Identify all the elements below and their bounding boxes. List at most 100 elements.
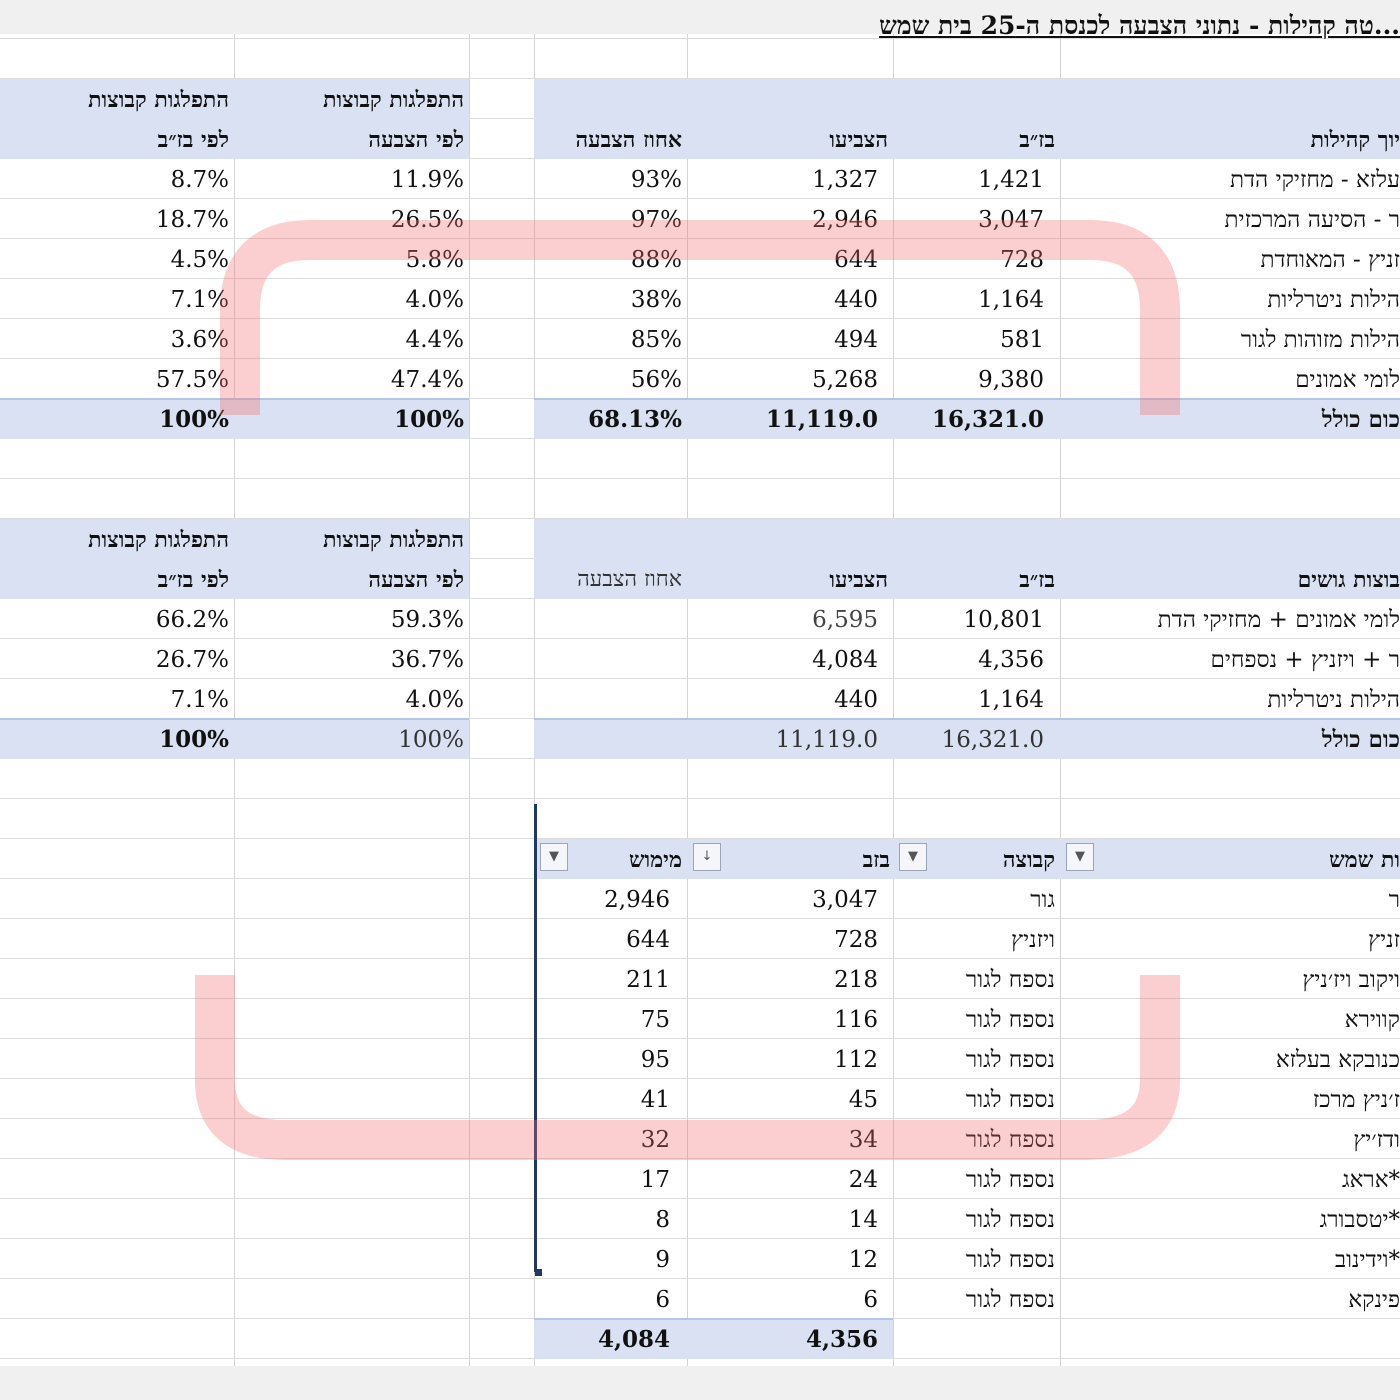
total-eligible[interactable]: 16,321.0 [941, 727, 1044, 753]
header-eligible[interactable]: בזב [862, 847, 890, 873]
cell-actual[interactable]: 8 [655, 1207, 670, 1233]
cell-voted[interactable]: 5,268 [812, 367, 878, 393]
cell-eligible[interactable]: 12 [848, 1247, 878, 1273]
total-dist-elig[interactable]: 100% [159, 406, 229, 433]
cell-group[interactable]: נספח לגור [965, 967, 1055, 993]
cell-group[interactable]: לומי אמונים + מחזיקי הדת [1157, 607, 1400, 633]
cell-community[interactable]: ר - הסיעה המרכזית [1224, 207, 1400, 233]
cell-eligible[interactable]: 1,164 [978, 687, 1044, 713]
cell-voted[interactable]: 4,084 [812, 647, 878, 673]
cell-name[interactable]: ודז׳יץ [1353, 1127, 1400, 1153]
cell-name[interactable]: ז׳ניץ מרכז [1312, 1087, 1400, 1113]
cell-voted[interactable]: 440 [834, 687, 878, 713]
cell-voted[interactable]: 440 [834, 287, 878, 313]
header-eligible[interactable]: בז״ב [1019, 567, 1055, 593]
cell-eligible[interactable]: 1,164 [978, 287, 1044, 313]
total-label[interactable]: כום כולל [1321, 406, 1400, 433]
cell-name[interactable]: זניץ [1368, 927, 1400, 953]
header-voted[interactable]: הצביעו [829, 127, 888, 153]
cell-group[interactable]: ר + ויזניץ + נספחים [1210, 647, 1400, 673]
total-eligible[interactable]: 4,356 [805, 1326, 878, 1353]
cell-group[interactable]: נספח לגור [965, 1127, 1055, 1153]
header-turnout[interactable]: אחוז הצבעה [577, 567, 682, 592]
cell-dist-vote[interactable]: 59.3% [390, 607, 464, 633]
cell-group[interactable]: גור [1030, 887, 1055, 913]
header-dist-elig[interactable]: התפלגות קבוצות [88, 87, 229, 113]
cell-dist-elig[interactable]: 18.7% [155, 207, 229, 233]
header-dist-elig[interactable]: לפי בז״ב [157, 127, 229, 153]
chevron-down-icon[interactable]: ▼ [540, 843, 568, 871]
cell-eligible[interactable]: 1,421 [978, 167, 1044, 193]
cell-dist-elig[interactable]: 66.2% [155, 607, 229, 633]
cell-community[interactable]: הילות מזוהות לגור [1240, 327, 1400, 353]
header-actual[interactable]: מימוש [628, 847, 682, 873]
cell-turnout[interactable]: 38% [630, 287, 682, 313]
cell-actual[interactable]: 6 [655, 1287, 670, 1313]
cell-actual[interactable]: 41 [640, 1087, 670, 1113]
cell-dist-vote[interactable]: 4.0% [405, 287, 464, 313]
cell-group[interactable]: נספח לגור [965, 1087, 1055, 1113]
total-turnout[interactable]: 68.13% [588, 406, 682, 433]
cell-turnout[interactable]: 88% [630, 247, 682, 273]
cell-actual[interactable]: 2,946 [604, 887, 670, 913]
cell-turnout[interactable]: 85% [630, 327, 682, 353]
cell-actual[interactable]: 644 [626, 927, 670, 953]
cell-eligible[interactable]: 581 [1000, 327, 1044, 353]
cell-dist-elig[interactable]: 57.5% [155, 367, 229, 393]
header-dist-vote[interactable]: לפי הצבעה [368, 127, 464, 153]
cell-turnout[interactable]: 56% [630, 367, 682, 393]
cell-actual[interactable]: 17 [640, 1167, 670, 1193]
cell-turnout[interactable]: 97% [630, 207, 682, 233]
cell-eligible[interactable]: 3,047 [978, 207, 1044, 233]
fill-handle[interactable] [535, 1269, 542, 1276]
cell-name[interactable]: פינקא [1348, 1287, 1400, 1313]
cell-group[interactable]: ויזניץ [1011, 927, 1055, 953]
total-voted[interactable]: 11,119.0 [765, 406, 878, 433]
cell-eligible[interactable]: 728 [834, 927, 878, 953]
cell-eligible[interactable]: 14 [848, 1207, 878, 1233]
cell-eligible[interactable]: 24 [848, 1167, 878, 1193]
header-dist-vote[interactable]: התפלגות קבוצות [323, 87, 464, 113]
spreadsheet-grid[interactable] [0, 34, 1400, 1366]
header-dist-vote[interactable]: לפי הצבעה [368, 567, 464, 593]
cell-dist-elig[interactable]: 26.7% [155, 647, 229, 673]
cell-name[interactable]: *וידינוב [1335, 1247, 1400, 1273]
cell-dist-vote[interactable]: 4.0% [405, 687, 464, 713]
cell-name[interactable]: *אראג [1342, 1167, 1400, 1193]
cell-community[interactable]: הילות ניטרליות [1267, 287, 1400, 313]
cell-eligible[interactable]: 10,801 [963, 607, 1044, 633]
total-dist-vote[interactable]: 100% [394, 406, 464, 433]
cell-dist-elig[interactable]: 7.1% [170, 687, 229, 713]
cell-group[interactable]: נספח לגור [965, 1167, 1055, 1193]
cell-eligible[interactable]: 3,047 [812, 887, 878, 913]
cell-actual[interactable]: 75 [640, 1007, 670, 1033]
cell-actual[interactable]: 32 [640, 1127, 670, 1153]
cell-name[interactable]: ויקוב ויז׳ניץ [1302, 967, 1400, 993]
cell-group[interactable]: נספח לגור [965, 1007, 1055, 1033]
sort-descending-icon[interactable]: ↓ [693, 843, 721, 871]
cell-name[interactable]: ר [1388, 887, 1400, 913]
cell-voted[interactable]: 1,327 [812, 167, 878, 193]
cell-turnout[interactable]: 93% [630, 167, 682, 193]
cell-dist-elig[interactable]: 7.1% [170, 287, 229, 313]
header-voted[interactable]: הצביעו [829, 567, 888, 593]
header-turnout[interactable]: אחוז הצבעה [575, 127, 682, 153]
cell-group[interactable]: הילות ניטרליות [1267, 687, 1400, 713]
total-dist-elig[interactable]: 100% [159, 726, 229, 753]
cell-voted[interactable]: 6,595 [812, 607, 878, 633]
cell-dist-vote[interactable]: 5.8% [405, 247, 464, 273]
cell-dist-vote[interactable]: 36.7% [390, 647, 464, 673]
header-community[interactable]: יוך קהילות [1310, 127, 1400, 153]
cell-dist-vote[interactable]: 47.4% [390, 367, 464, 393]
cell-voted[interactable]: 2,946 [812, 207, 878, 233]
cell-eligible[interactable]: 4,356 [978, 647, 1044, 673]
total-voted[interactable]: 11,119.0 [775, 727, 878, 753]
cell-name[interactable]: קווירא [1344, 1007, 1400, 1033]
total-actual[interactable]: 4,084 [597, 1326, 670, 1353]
header-group[interactable]: קבוצה [1002, 847, 1055, 873]
cell-actual[interactable]: 9 [655, 1247, 670, 1273]
cell-dist-vote[interactable]: 11.9% [390, 167, 464, 193]
cell-eligible[interactable]: 45 [848, 1087, 878, 1113]
header-dist-elig[interactable]: לפי בז״ב [157, 567, 229, 593]
cell-group[interactable]: נספח לגור [965, 1207, 1055, 1233]
